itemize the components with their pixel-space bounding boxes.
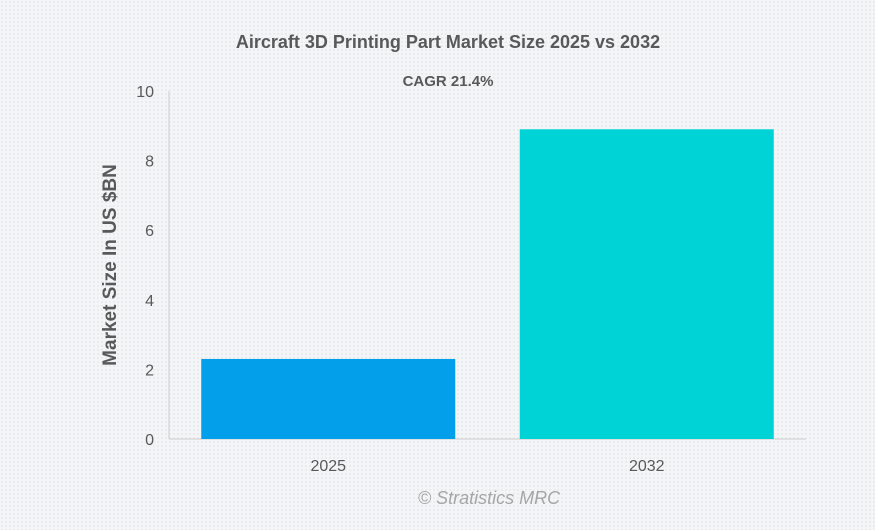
bar-2032 [519,129,774,439]
y-axis-label: Market Size In US $BN [100,164,121,366]
y-tick-label: 6 [145,223,154,240]
y-tick-label: 10 [136,84,154,101]
y-tick-label: 0 [145,432,154,449]
x-tick-label: 2032 [629,458,665,475]
bar-2025 [201,358,456,439]
credit-text: © Stratistics MRC [418,488,561,508]
chart-title: Aircraft 3D Printing Part Market Size 20… [236,32,660,52]
y-tick-label: 8 [145,154,154,171]
y-tick-label: 2 [145,362,154,379]
y-tick-label: 4 [145,293,154,310]
chart-subtitle: CAGR 21.4% [403,73,494,90]
x-tick-label: 2025 [310,458,346,475]
